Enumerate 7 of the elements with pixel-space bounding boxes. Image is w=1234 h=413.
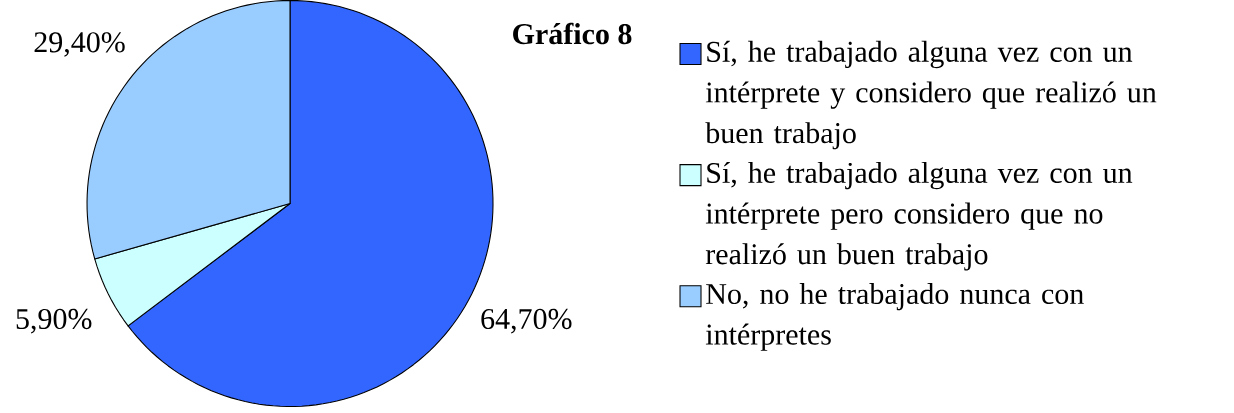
data-label: 29,40% [34, 32, 125, 57]
data-label: 64,70% [481, 309, 572, 334]
legend-label: Sí, he trabajado alguna vez con un intérprete pero considero que no realizó un buen trabajo [705, 162, 1133, 271]
legend-label: No, no he trabajado nunca con intérpretes [705, 283, 1084, 352]
data-label: 5,90% [16, 309, 92, 334]
text: Gráfico 8 [513, 23, 632, 45]
legend-label: Sí, he trabajado alguna vez con un intérprete y considero que realizó un buen trabajo [705, 41, 1157, 150]
